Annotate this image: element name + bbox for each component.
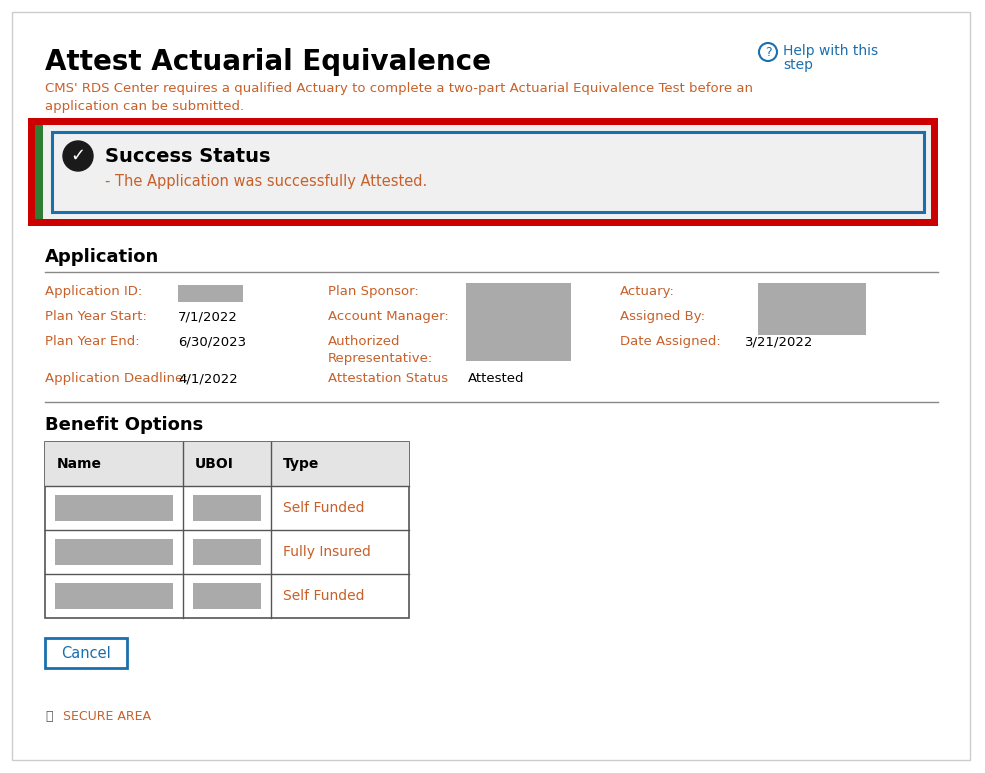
Text: Authorized
Representative:: Authorized Representative: xyxy=(328,335,433,365)
Text: Attested: Attested xyxy=(468,372,524,385)
Text: step: step xyxy=(783,58,813,72)
Text: Help with this: Help with this xyxy=(783,44,878,58)
Text: SECURE AREA: SECURE AREA xyxy=(63,710,151,723)
FancyBboxPatch shape xyxy=(55,583,173,609)
FancyBboxPatch shape xyxy=(758,283,866,335)
Text: 6/30/2023: 6/30/2023 xyxy=(178,335,246,348)
FancyBboxPatch shape xyxy=(28,118,938,226)
Text: Date Assigned:: Date Assigned: xyxy=(620,335,721,348)
Text: UBOI: UBOI xyxy=(195,457,233,471)
FancyBboxPatch shape xyxy=(35,125,931,219)
Text: Name: Name xyxy=(57,457,102,471)
Text: 🔒: 🔒 xyxy=(45,710,52,723)
Text: Application: Application xyxy=(45,248,160,266)
FancyBboxPatch shape xyxy=(45,442,409,486)
Text: Attestation Status: Attestation Status xyxy=(328,372,448,385)
FancyBboxPatch shape xyxy=(55,539,173,565)
FancyBboxPatch shape xyxy=(45,442,409,618)
Text: Plan Sponsor:: Plan Sponsor: xyxy=(328,285,419,298)
Text: Application ID:: Application ID: xyxy=(45,285,142,298)
Text: Type: Type xyxy=(283,457,319,471)
Circle shape xyxy=(63,141,93,171)
Text: Benefit Options: Benefit Options xyxy=(45,416,203,434)
Text: ✓: ✓ xyxy=(71,147,86,165)
FancyBboxPatch shape xyxy=(52,132,924,212)
FancyBboxPatch shape xyxy=(35,125,43,219)
Text: CMS' RDS Center requires a qualified Actuary to complete a two-part Actuarial Eq: CMS' RDS Center requires a qualified Act… xyxy=(45,82,753,113)
Text: ?: ? xyxy=(764,46,771,59)
FancyBboxPatch shape xyxy=(55,495,173,521)
Text: 7/1/2022: 7/1/2022 xyxy=(178,310,237,323)
Text: Application Deadline:: Application Deadline: xyxy=(45,372,187,385)
Text: 4/1/2022: 4/1/2022 xyxy=(178,372,237,385)
FancyBboxPatch shape xyxy=(178,285,243,302)
Text: Account Manager:: Account Manager: xyxy=(328,310,449,323)
FancyBboxPatch shape xyxy=(193,495,261,521)
Text: Self Funded: Self Funded xyxy=(283,501,364,515)
Text: Plan Year End:: Plan Year End: xyxy=(45,335,140,348)
FancyBboxPatch shape xyxy=(466,283,571,361)
Text: Self Funded: Self Funded xyxy=(283,589,364,603)
Text: Success Status: Success Status xyxy=(105,147,271,166)
Text: Cancel: Cancel xyxy=(61,645,111,660)
Text: Fully Insured: Fully Insured xyxy=(283,545,371,559)
FancyBboxPatch shape xyxy=(193,539,261,565)
Text: Assigned By:: Assigned By: xyxy=(620,310,705,323)
FancyBboxPatch shape xyxy=(193,583,261,609)
Text: Attest Actuarial Equivalence: Attest Actuarial Equivalence xyxy=(45,48,491,76)
Text: - The Application was successfully Attested.: - The Application was successfully Attes… xyxy=(105,174,427,189)
Text: Plan Year Start:: Plan Year Start: xyxy=(45,310,147,323)
Text: Actuary:: Actuary: xyxy=(620,285,675,298)
FancyBboxPatch shape xyxy=(45,638,127,668)
FancyBboxPatch shape xyxy=(12,12,970,760)
Text: 3/21/2022: 3/21/2022 xyxy=(745,335,814,348)
